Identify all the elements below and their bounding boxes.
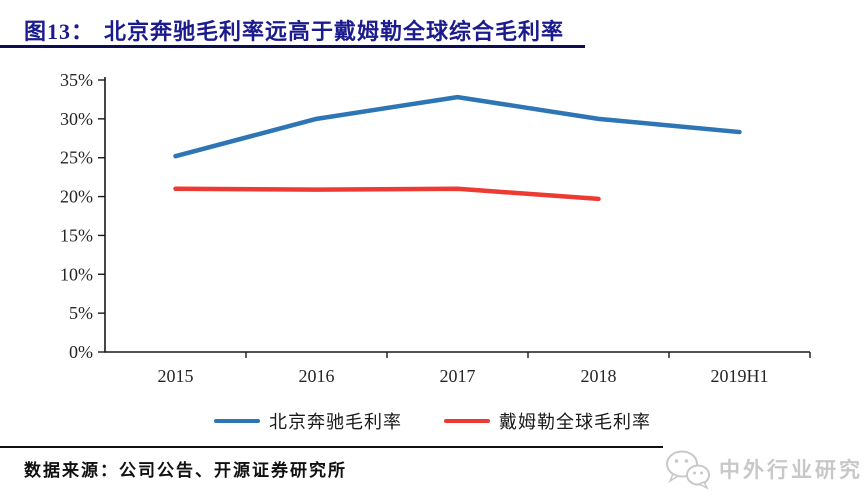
title-underline — [0, 45, 585, 48]
wechat-icon — [666, 450, 710, 490]
legend-item-daimler: 戴姆勒全球毛利率 — [444, 408, 651, 434]
svg-text:15%: 15% — [60, 225, 93, 245]
legend-line-blue-icon — [214, 419, 260, 423]
svg-text:5%: 5% — [69, 303, 93, 323]
svg-text:2018: 2018 — [581, 366, 617, 386]
footer-rule — [0, 446, 663, 448]
figure-title-text: 北京奔驰毛利率远高于戴姆勒全球综合毛利率 — [104, 19, 565, 44]
svg-text:2016: 2016 — [299, 366, 335, 386]
svg-text:20%: 20% — [60, 187, 93, 207]
legend-label-daimler: 戴姆勒全球毛利率 — [499, 412, 651, 432]
svg-text:10%: 10% — [60, 264, 93, 284]
svg-text:35%: 35% — [60, 70, 93, 90]
figure-title: 图13： 北京奔驰毛利率远高于戴姆勒全球综合毛利率 — [24, 14, 564, 46]
svg-text:0%: 0% — [69, 342, 93, 362]
legend-item-beijing-benz: 北京奔驰毛利率 — [214, 408, 402, 434]
data-source-text: 数据来源：公司公告、开源证券研究所 — [24, 461, 347, 480]
chart-legend: 北京奔驰毛利率 戴姆勒全球毛利率 — [0, 408, 865, 434]
watermark: 中外行业研究 — [663, 448, 863, 490]
svg-text:25%: 25% — [60, 148, 93, 168]
legend-label-beijing-benz: 北京奔驰毛利率 — [269, 412, 402, 432]
svg-text:2017: 2017 — [440, 366, 476, 386]
line-chart: 0% 5% 10% 15% 20% 25% 30% 35% 2015 2016 2017 2018 20… — [60, 70, 811, 386]
svg-text:2015: 2015 — [158, 366, 194, 386]
svg-text:30%: 30% — [60, 109, 93, 129]
figure-label: 图13： — [24, 19, 95, 44]
svg-text:2019H1: 2019H1 — [711, 366, 769, 386]
legend-line-red-icon — [444, 419, 490, 423]
watermark-text: 中外行业研究 — [719, 458, 863, 482]
